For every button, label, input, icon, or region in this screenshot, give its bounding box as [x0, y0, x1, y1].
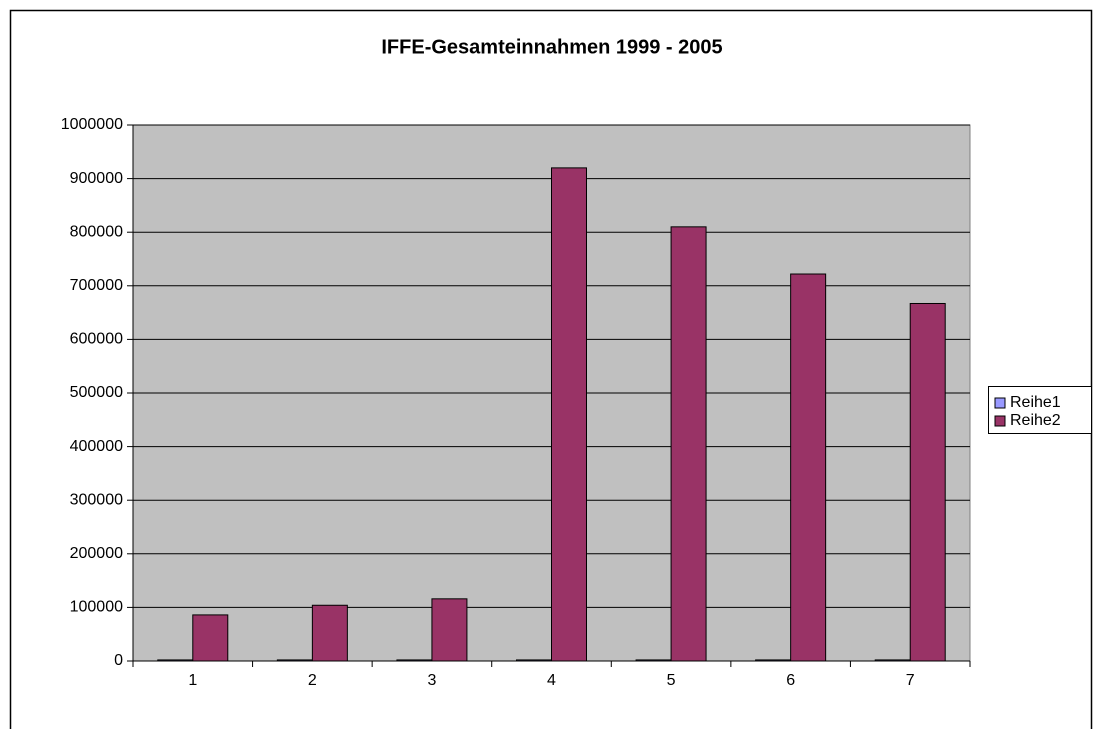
bar [431, 598, 468, 662]
x-tick-label: 5 [667, 672, 676, 689]
legend-label: Reihe1 [1010, 394, 1061, 411]
x-tick-label: 6 [786, 672, 795, 689]
legend-label: Reihe2 [1010, 412, 1061, 429]
x-tick-label: 3 [427, 672, 436, 689]
y-tick-label: 100000 [70, 599, 123, 616]
bar [909, 302, 946, 662]
bar [670, 226, 707, 662]
legend-swatch [994, 415, 1006, 427]
y-tick-label: 600000 [70, 331, 123, 348]
y-tick-label: 900000 [70, 170, 123, 187]
bar [192, 614, 229, 662]
y-tick-label: 700000 [70, 277, 123, 294]
chart-title: IFFE-Gesamteinnahmen 1999 - 2005 [381, 36, 722, 58]
y-tick-label: 1000000 [61, 116, 123, 133]
x-tick-label: 2 [308, 672, 317, 689]
bar [790, 273, 827, 662]
legend-swatch [994, 397, 1006, 409]
y-tick-label: 200000 [70, 545, 123, 562]
y-tick-label: 300000 [70, 491, 123, 508]
y-tick-label: 400000 [70, 438, 123, 455]
x-tick-label: 7 [906, 672, 915, 689]
legend-box [988, 386, 1092, 434]
x-tick-label: 4 [547, 672, 556, 689]
y-tick-label: 800000 [70, 223, 123, 240]
bar [551, 167, 587, 662]
bar [311, 604, 348, 662]
y-tick-label: 0 [114, 652, 123, 669]
x-tick-label: 1 [188, 672, 197, 689]
y-tick-label: 500000 [70, 384, 123, 401]
